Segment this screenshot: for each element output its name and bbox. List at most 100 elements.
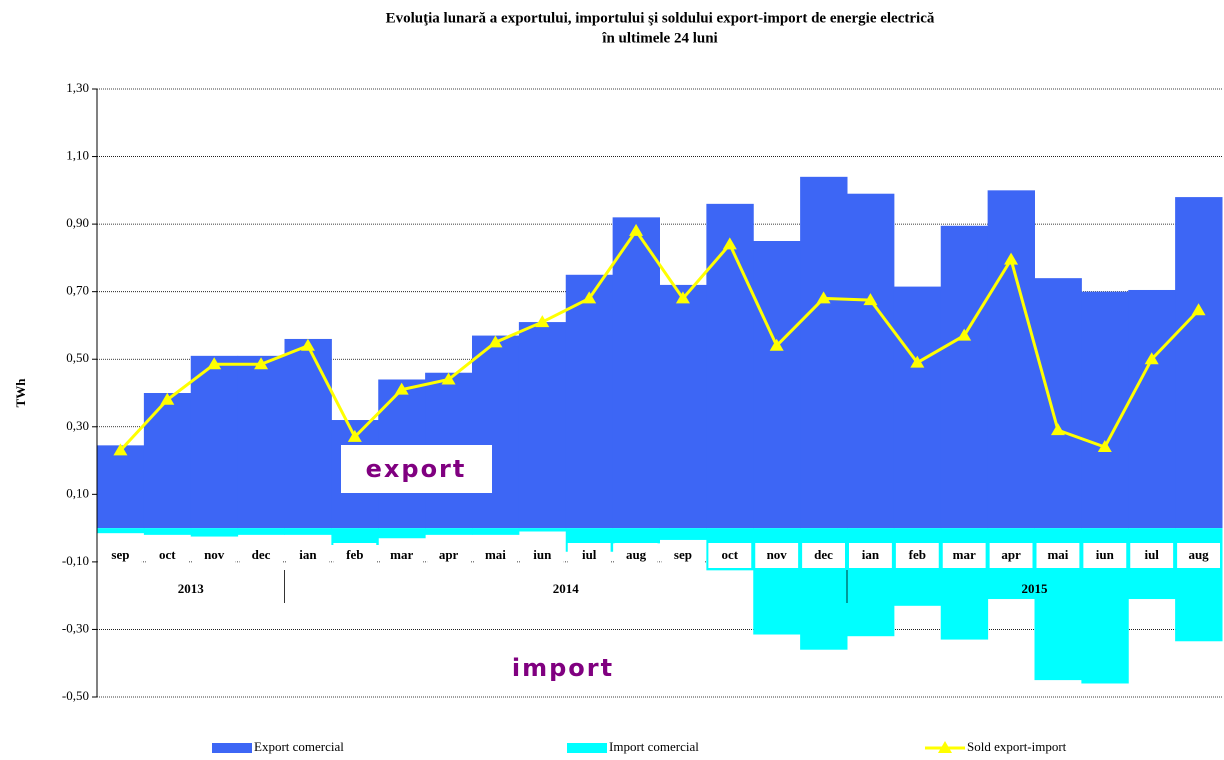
bar <box>284 338 332 529</box>
marker <box>582 291 597 304</box>
marker <box>441 372 456 385</box>
category-cell <box>895 543 939 568</box>
bar <box>190 528 239 537</box>
x-tick-label: iun <box>1096 547 1115 562</box>
x-tick-label: mar <box>953 547 976 562</box>
bar <box>612 217 660 529</box>
x-tick-label: mar <box>390 547 413 562</box>
category-cell <box>286 543 330 568</box>
group-label: 2014 <box>553 581 580 596</box>
bar <box>284 528 332 535</box>
chart-title: Evoluţia lunară a exportului, importului… <box>386 10 935 26</box>
annotation: import <box>512 654 614 682</box>
bar <box>893 286 942 529</box>
x-tick-label: aug <box>626 547 647 562</box>
y-tick-label: 1,10 <box>66 148 89 163</box>
bar <box>612 528 660 544</box>
x-tick-label: feb <box>909 547 926 562</box>
x-tick-label: iul <box>1144 547 1159 562</box>
group-label: 2013 <box>178 581 205 596</box>
legend-swatch <box>212 743 252 753</box>
x-tick-label: nov <box>204 547 225 562</box>
marker <box>1191 303 1206 316</box>
x-tick-label: feb <box>346 547 363 562</box>
bar <box>331 528 379 545</box>
group-label: 2015 <box>1022 581 1049 596</box>
chart-subtitle: în ultimele 24 luni <box>601 30 717 46</box>
y-tick-label: -0,10 <box>62 553 89 568</box>
category-cell <box>755 543 799 568</box>
bar <box>237 355 285 529</box>
bar <box>378 528 426 539</box>
category-cell <box>1130 543 1174 568</box>
category-cell <box>661 543 705 568</box>
category-cell <box>333 543 377 568</box>
x-tick-label: ian <box>299 547 317 562</box>
marker <box>207 357 222 370</box>
category-cell <box>802 543 845 568</box>
marker <box>1144 352 1159 365</box>
bar <box>237 528 285 535</box>
marker <box>769 338 784 351</box>
x-tick-label: nov <box>767 547 788 562</box>
marker <box>160 392 175 405</box>
category-cell <box>1083 543 1127 568</box>
x-tick-label: oct <box>159 547 176 562</box>
bar <box>97 528 145 534</box>
category-cell <box>1177 543 1220 568</box>
bar <box>1175 197 1223 529</box>
bar <box>1128 289 1176 529</box>
x-tick-label: iul <box>582 547 597 562</box>
bar <box>143 528 192 535</box>
x-tick-label: aug <box>1188 547 1209 562</box>
category-cell <box>849 543 892 568</box>
bar <box>518 528 567 532</box>
marker <box>629 223 644 236</box>
bar <box>940 225 989 529</box>
bar <box>706 203 754 529</box>
x-tick-label: dec <box>252 547 271 562</box>
bar <box>1034 278 1082 529</box>
bar <box>472 528 520 535</box>
x-tick-label: iun <box>533 547 552 562</box>
y-tick-label: -0,50 <box>62 688 89 703</box>
marker <box>488 335 503 348</box>
x-tick-label: oct <box>722 547 739 562</box>
bar <box>143 393 192 529</box>
marker <box>1050 423 1065 436</box>
category-cell <box>942 543 986 568</box>
y-tick-label: 0,50 <box>66 350 89 365</box>
category-cell <box>99 543 142 568</box>
marker <box>113 443 128 456</box>
y-tick-label: 0,30 <box>66 418 89 433</box>
marker <box>1097 440 1112 453</box>
legend-label: Sold export-import <box>967 739 1067 754</box>
y-tick-label: 1,30 <box>66 80 89 95</box>
bar <box>472 335 520 529</box>
bar <box>753 241 801 529</box>
category-cell <box>520 543 564 568</box>
bar <box>97 445 145 529</box>
bar <box>847 193 895 529</box>
bar <box>425 528 473 535</box>
bar <box>190 355 239 529</box>
category-cell <box>474 543 517 568</box>
legend-marker <box>938 741 952 753</box>
x-tick-label: mai <box>485 547 506 562</box>
bar <box>659 528 707 540</box>
marker <box>816 291 831 304</box>
category-cell <box>1036 543 1080 568</box>
marker <box>347 429 362 442</box>
bar <box>659 284 707 529</box>
y-tick-label: 0,90 <box>66 215 89 230</box>
x-tick-label: mai <box>1047 547 1068 562</box>
x-tick-label: ian <box>862 547 880 562</box>
category-cell <box>708 543 752 568</box>
marker <box>675 291 690 304</box>
legend-label: Import comercial <box>609 739 699 754</box>
category-cell <box>380 543 424 568</box>
bar <box>518 322 567 529</box>
y-axis-label: TWh <box>13 378 28 408</box>
category-cell <box>989 543 1033 568</box>
